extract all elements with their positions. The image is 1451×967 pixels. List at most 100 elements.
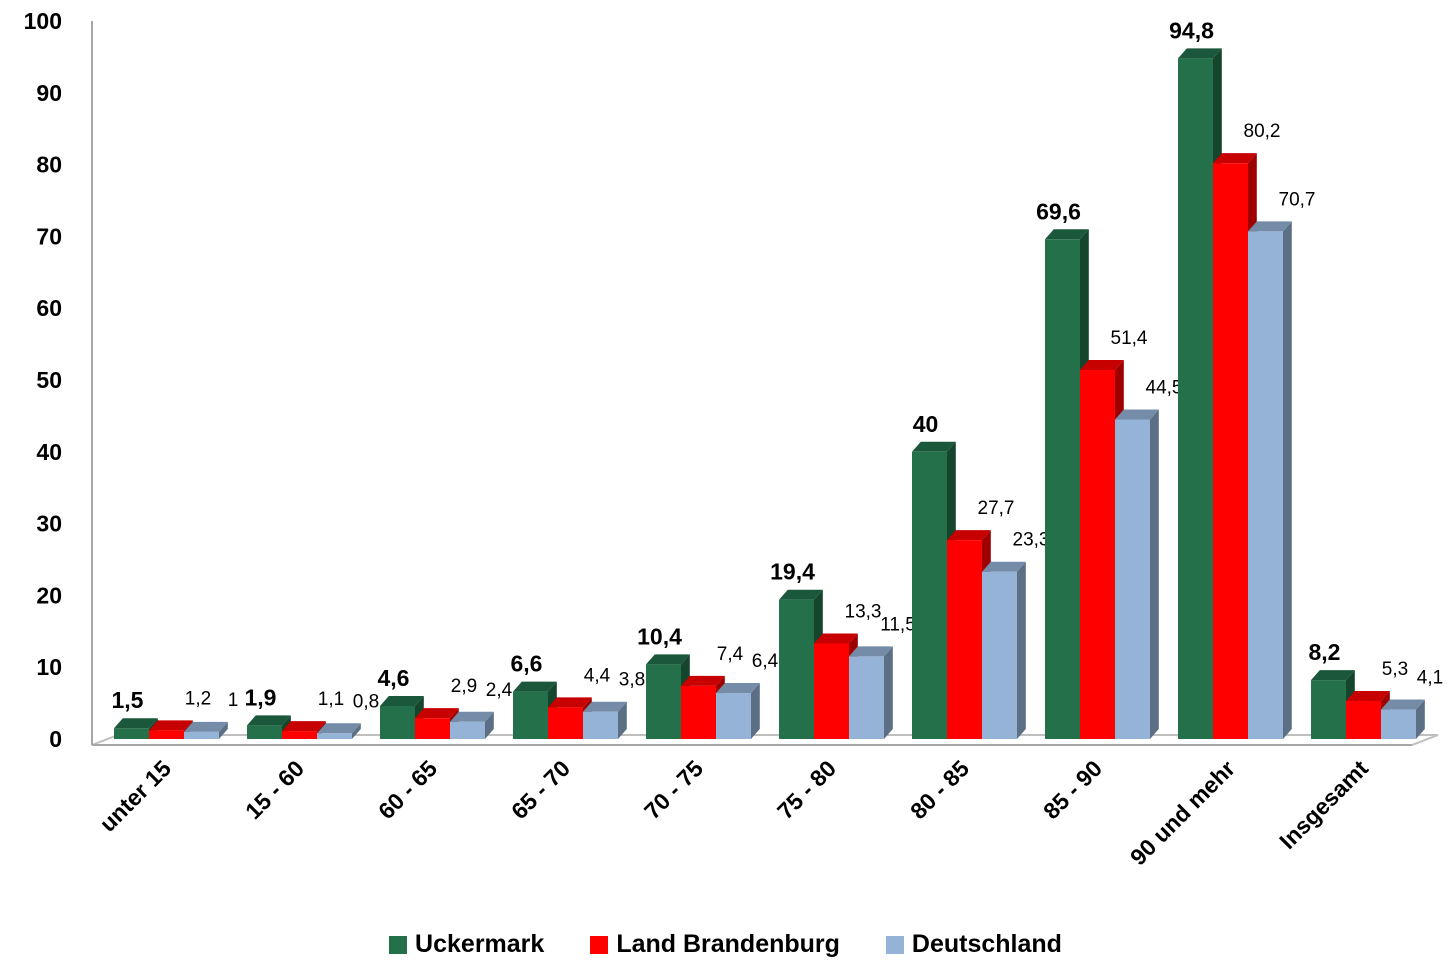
bar: [814, 643, 849, 739]
legend-swatch: [389, 935, 408, 954]
bar: [548, 707, 583, 739]
bar: [849, 656, 884, 739]
data-label: 0,8: [353, 691, 379, 712]
x-tick-label: 65 - 70: [506, 755, 575, 824]
bar-top: [184, 721, 228, 732]
y-tick-label: 10: [36, 654, 62, 680]
bar-top: [849, 646, 893, 657]
bar-top: [947, 530, 991, 541]
data-label: 10,4: [637, 623, 682, 649]
bar-side: [219, 721, 228, 739]
data-label: 2,9: [451, 676, 477, 697]
data-label: 4,6: [378, 665, 410, 691]
data-label: 19,4: [770, 559, 815, 585]
data-label: 8,2: [1309, 639, 1341, 665]
bar-side: [1017, 561, 1026, 739]
legend-item: Land Brandenburg: [590, 930, 840, 959]
data-label: 27,7: [978, 498, 1015, 519]
x-tick-label: 60 - 65: [373, 755, 442, 824]
data-label: 4,4: [584, 665, 611, 686]
bar: [415, 718, 450, 739]
bar-top: [716, 683, 760, 694]
y-tick-label: 100: [24, 8, 62, 34]
bar-top: [450, 711, 494, 722]
x-tick-label: 75 - 80: [772, 755, 841, 824]
bar-top: [814, 633, 858, 644]
x-tick-label: Insgesamt: [1274, 755, 1373, 854]
bar-side: [1416, 699, 1425, 739]
data-label: 44,5: [1146, 377, 1183, 398]
data-label: 40: [913, 411, 939, 437]
data-label: 4,1: [1417, 668, 1443, 689]
bar-top: [415, 708, 459, 719]
bar-top: [1381, 699, 1425, 710]
bar: [114, 728, 149, 739]
x-tick-label: unter 15: [94, 755, 176, 837]
data-label: 1,2: [185, 688, 211, 709]
bar-top: [779, 589, 823, 600]
data-label: 5,3: [1382, 659, 1408, 680]
data-label: 6,6: [511, 651, 543, 677]
bar: [681, 685, 716, 739]
x-tick-label: 90 und mehr: [1125, 755, 1240, 870]
bar-top: [149, 720, 193, 731]
legend-label: Deutschland: [911, 930, 1062, 958]
bar-top: [548, 697, 592, 708]
bar: [380, 705, 415, 739]
bar-side: [618, 701, 627, 739]
bar-side: [485, 711, 494, 739]
bar-top: [583, 701, 627, 712]
bar: [982, 571, 1017, 739]
data-label: 70,7: [1279, 189, 1316, 210]
bar-top: [1178, 48, 1222, 59]
bar: [1346, 700, 1381, 739]
bar-top: [1080, 359, 1124, 370]
legend-item: Deutschland: [885, 930, 1062, 959]
bar-top: [380, 695, 424, 706]
bar-side: [751, 683, 760, 739]
bar: [1311, 680, 1346, 739]
data-label: 1: [228, 690, 239, 711]
legend-label: Land Brandenburg: [616, 930, 840, 958]
data-label: 1,5: [112, 687, 144, 713]
bar: [149, 730, 184, 739]
x-tick-label: 85 - 90: [1038, 755, 1107, 824]
bar-top: [1346, 690, 1390, 701]
y-tick-label: 90: [36, 80, 62, 106]
data-label: 13,3: [845, 602, 882, 623]
x-tick-label: 15 - 60: [240, 755, 309, 824]
bar-side: [352, 723, 361, 739]
bar-side: [1150, 409, 1159, 739]
legend-label: Uckermark: [415, 930, 545, 958]
bar: [1045, 239, 1080, 739]
bar-top: [247, 715, 291, 726]
data-label: 1,9: [245, 684, 277, 710]
x-tick-label: 80 - 85: [905, 755, 974, 824]
bar-top: [912, 441, 956, 452]
bar: [1115, 419, 1150, 739]
bar: [716, 693, 751, 739]
bar-top: [1213, 153, 1257, 164]
bar: [1248, 231, 1283, 739]
bar-side: [884, 646, 893, 739]
legend-swatch: [885, 935, 904, 954]
y-tick-label: 80: [36, 152, 62, 178]
data-label: 69,6: [1036, 198, 1081, 224]
legend-swatch: [590, 935, 609, 954]
bar: [1213, 163, 1248, 739]
bar: [282, 731, 317, 739]
bar: [912, 451, 947, 739]
bar-top: [1311, 670, 1355, 681]
legend-item: Uckermark: [389, 930, 544, 959]
y-tick-label: 60: [36, 295, 62, 321]
bar-top: [646, 654, 690, 665]
bar: [1080, 369, 1115, 739]
bar: [646, 664, 681, 739]
bar: [583, 711, 618, 739]
y-tick-label: 20: [36, 582, 62, 608]
bar-top: [1115, 409, 1159, 420]
bar-top: [681, 675, 725, 686]
data-label: 11,5: [880, 614, 916, 635]
legend: Uckermark Land Brandenburg Deutschland: [0, 930, 1451, 959]
y-tick-label: 30: [36, 511, 62, 537]
